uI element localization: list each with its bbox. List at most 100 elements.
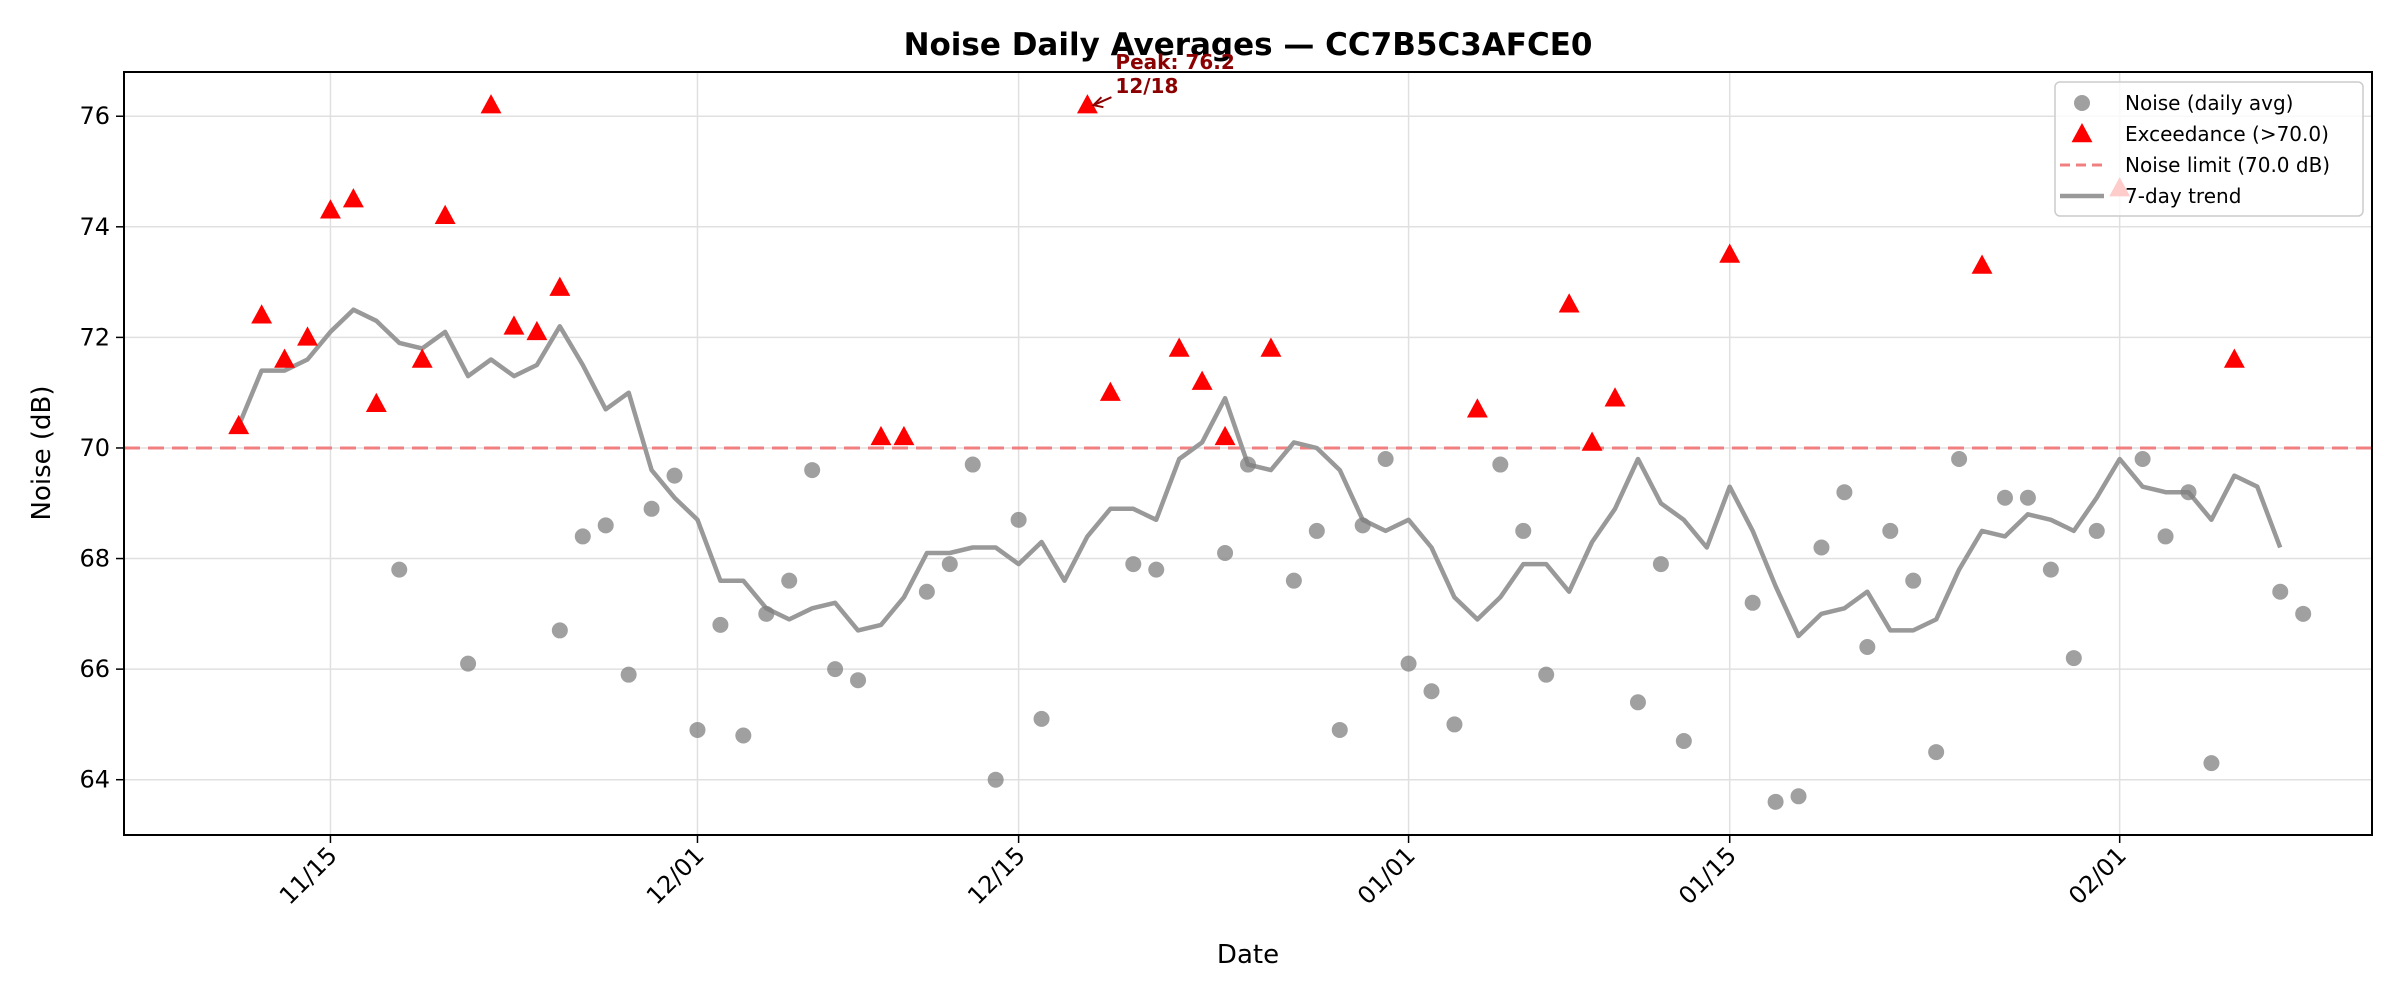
legend-daily-marker <box>2074 95 2090 111</box>
daily-point <box>2203 755 2220 772</box>
daily-point <box>987 771 1004 788</box>
daily-point <box>2065 650 2082 667</box>
legend-label: Exceedance (>70.0) <box>2125 122 2329 146</box>
exceedance-point <box>1260 337 1282 357</box>
exceedance-point <box>1191 370 1213 390</box>
exceedance-point <box>1214 425 1236 446</box>
y-tick-label: 68 <box>79 545 110 573</box>
exceedance-point <box>480 94 502 114</box>
daily-point <box>460 655 477 672</box>
daily-point <box>2157 528 2174 545</box>
exceedance-point <box>411 348 433 368</box>
daily-point <box>666 467 683 484</box>
annotation-peak-date: 12/18 <box>1115 74 1178 98</box>
y-tick-label: 64 <box>79 766 110 794</box>
daily-point <box>1744 594 1761 611</box>
exceedance-point <box>1466 398 1488 418</box>
daily-point <box>1538 666 1555 683</box>
daily-point <box>1217 545 1234 562</box>
exceedance-point <box>319 199 341 219</box>
daily-point <box>1400 655 1417 672</box>
daily-point <box>1629 694 1646 711</box>
x-tick-label: 01/01 <box>1352 841 1421 910</box>
tick-layer: 64 66 68 70 72 74 76 11/15 12/01 12/15 01/01 01/15 0… <box>79 102 2131 910</box>
daily-point <box>735 727 752 744</box>
daily-point <box>1905 572 1922 589</box>
exceedance-point <box>1168 337 1190 357</box>
exceedance-point <box>2223 348 2245 368</box>
daily-point <box>574 528 591 545</box>
plot-frame <box>123 71 2373 836</box>
daily-point <box>1010 511 1027 528</box>
daily-point <box>1354 517 1371 534</box>
exceedance-point <box>228 414 250 435</box>
legend-label: Noise limit (70.0 dB) <box>2125 153 2330 177</box>
exceedance-point <box>1581 431 1603 451</box>
daily-point <box>1652 556 1669 573</box>
daily-point <box>804 462 821 479</box>
y-tick-label: 74 <box>79 213 110 241</box>
exceedance-point <box>365 392 387 412</box>
daily-point <box>1446 716 1463 733</box>
daily-point <box>1675 733 1692 750</box>
daily-point <box>1308 522 1325 539</box>
chart-title: Noise Daily Averages — CC7B5C3AFCE0 <box>904 27 1593 63</box>
daily-point <box>1377 451 1394 468</box>
daily-point <box>1515 522 1532 539</box>
daily-point <box>643 500 660 517</box>
y-tick-label: 72 <box>79 323 110 351</box>
legend-label: 7-day trend <box>2125 184 2241 208</box>
daily-point <box>1331 721 1348 738</box>
daily-point <box>2180 484 2197 501</box>
daily-layer <box>391 451 2312 810</box>
daily-point <box>1240 456 1256 473</box>
y-tick-label: 70 <box>79 434 110 462</box>
exceedance-layer <box>228 94 2245 451</box>
daily-point <box>1767 793 1784 810</box>
daily-point <box>620 666 637 683</box>
exceedance-point <box>503 315 525 335</box>
x-axis-label: Date <box>1217 940 1279 970</box>
exceedance-point <box>870 425 892 446</box>
legend: Noise (daily avg) Exceedance (>70.0) Noise… <box>2054 81 2364 217</box>
daily-point <box>597 517 614 534</box>
daily-point <box>781 572 798 589</box>
daily-point <box>1836 484 1853 501</box>
x-tick-label: 12/01 <box>641 841 710 910</box>
daily-point <box>1492 456 1509 473</box>
x-tick-label: 01/15 <box>1673 841 1742 910</box>
exceedance-point <box>549 276 571 296</box>
x-tick-label: 12/15 <box>962 841 1031 910</box>
exceedance-point <box>1076 94 1098 114</box>
daily-point <box>1148 561 1165 578</box>
exceedance-point <box>1971 254 1993 274</box>
grid-layer <box>124 72 2372 835</box>
daily-point <box>2134 451 2151 468</box>
daily-point <box>850 672 867 689</box>
daily-point <box>1790 788 1807 805</box>
daily-point <box>689 721 706 738</box>
exceedance-point <box>251 304 273 324</box>
exceedance-point <box>526 320 548 341</box>
exceedance-point <box>1719 243 1741 263</box>
exceedance-point <box>1604 387 1626 407</box>
daily-point <box>2272 583 2289 600</box>
legend-exceedance-marker <box>2071 123 2093 143</box>
daily-point <box>2019 489 2036 506</box>
daily-point <box>2042 561 2059 578</box>
daily-point <box>1423 683 1440 700</box>
annotation-arrow <box>1093 96 1112 107</box>
exceedance-point <box>1099 381 1121 401</box>
daily-point <box>551 622 568 639</box>
daily-point <box>758 605 775 622</box>
daily-point <box>2088 522 2105 539</box>
exceedance-point <box>297 326 318 346</box>
daily-point <box>712 616 729 633</box>
daily-point <box>827 661 844 678</box>
exceedance-point <box>274 348 296 368</box>
daily-point <box>1882 522 1899 539</box>
y-axis-label: Noise (dB) <box>27 385 57 520</box>
daily-point <box>918 583 935 600</box>
